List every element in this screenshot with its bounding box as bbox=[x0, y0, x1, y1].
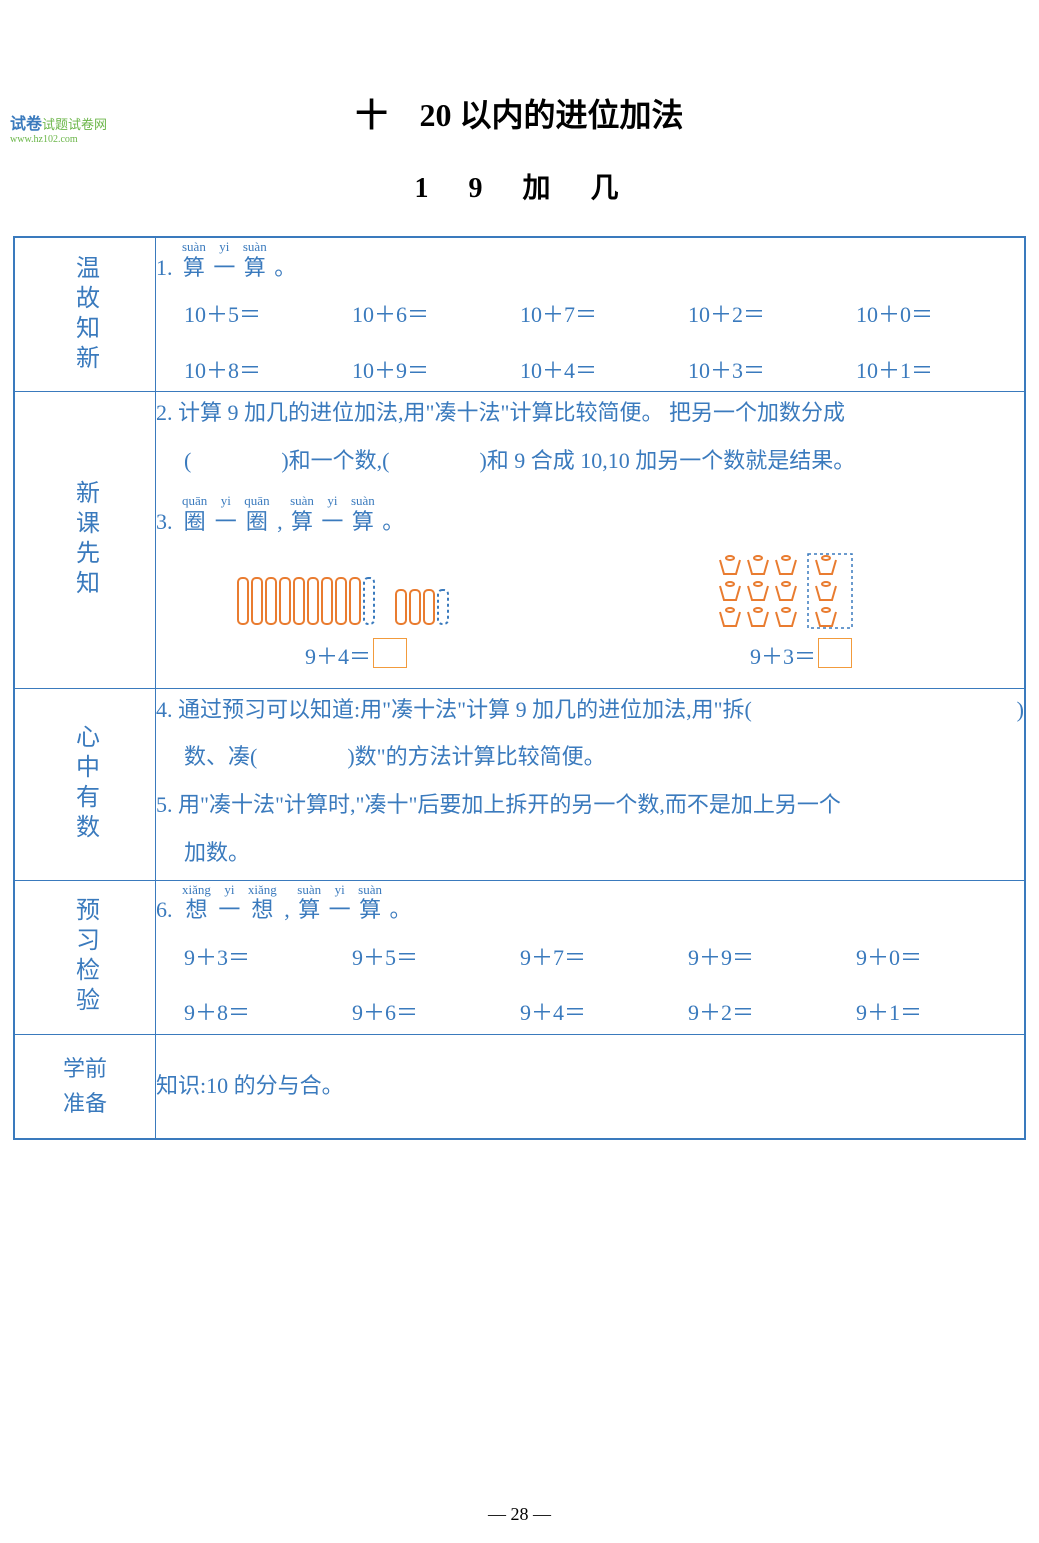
equation: 9＋2＝ bbox=[688, 992, 856, 1034]
pinyin-block: yi一 bbox=[218, 883, 240, 922]
worksheet-table: 温故知新 1. suàn算 yi一 suàn算 。 10＋5＝ 10＋6＝ 10… bbox=[13, 236, 1026, 1140]
logo-url: www.hz102.com bbox=[10, 134, 107, 145]
pinyin-block: yi一 bbox=[321, 494, 343, 533]
section-row-2: 新课先知 2. 计算 9 加几的进位加法,用"凑十法"计算比较简便。 把另一个加… bbox=[14, 392, 1025, 688]
eq-row-4-2: 9＋8＝ 9＋6＝ 9＋4＝ 9＋2＝ 9＋1＝ bbox=[184, 992, 1024, 1034]
eq-right: 9＋3＝ bbox=[716, 636, 886, 678]
section-content-2: 2. 计算 9 加几的进位加法,用"凑十法"计算比较简便。 把另一个加数分成 (… bbox=[156, 392, 1026, 688]
diagram-row: 9＋4＝ bbox=[236, 552, 1024, 678]
section-row-1: 温故知新 1. suàn算 yi一 suàn算 。 10＋5＝ 10＋6＝ 10… bbox=[14, 237, 1025, 392]
equation: 9＋6＝ bbox=[352, 992, 520, 1034]
q1-num: 1. bbox=[156, 256, 173, 280]
section-row-4: 预习检验 6. xiǎng想 yi一 xiǎng想 , suàn算 yi一 su… bbox=[14, 880, 1025, 1034]
q3-tail: 。 bbox=[382, 510, 404, 534]
section-label-2: 新课先知 bbox=[14, 392, 156, 688]
pinyin-block: suàn算 bbox=[290, 494, 314, 533]
q6-tail: 。 bbox=[390, 898, 412, 922]
q2-part-c: )和 9 合成 10,10 加另一个数就是结果。 bbox=[479, 448, 855, 473]
equation: 10＋4＝ bbox=[520, 350, 688, 392]
equation: 10＋2＝ bbox=[688, 294, 856, 336]
equation: 9＋7＝ bbox=[520, 937, 688, 979]
section-content-4: 6. xiǎng想 yi一 xiǎng想 , suàn算 yi一 suàn算 。… bbox=[156, 880, 1026, 1034]
q2-line2: ( )和一个数,( )和 9 合成 10,10 加另一个数就是结果。 bbox=[184, 440, 1024, 482]
q6-num: 6. bbox=[156, 898, 173, 922]
equation: 10＋1＝ bbox=[856, 350, 1024, 392]
q5-line1: 5. 用"凑十法"计算时,"凑十"后要加上拆开的另一个数,而不是加上另一个 bbox=[156, 784, 1024, 826]
pinyin-block: suàn算 bbox=[297, 883, 321, 922]
equation: 10＋6＝ bbox=[352, 294, 520, 336]
pinyin-block: suàn算 bbox=[351, 494, 375, 533]
diagram-right: 9＋3＝ bbox=[716, 552, 886, 678]
pinyin-block: , bbox=[284, 897, 290, 922]
pinyin-block: xiǎng想 bbox=[182, 883, 211, 922]
answer-box bbox=[818, 638, 852, 668]
section-label-4: 预习检验 bbox=[14, 880, 156, 1034]
equation: 10＋3＝ bbox=[688, 350, 856, 392]
pinyin-block: suàn算 bbox=[243, 240, 267, 279]
pinyin-block: yi一 bbox=[329, 883, 351, 922]
q2-part-b: )和一个数,( bbox=[281, 448, 389, 473]
equation: 9＋1＝ bbox=[856, 992, 1024, 1034]
section-row-3: 心中有数 4. 通过预习可以知道:用"凑十法"计算 9 加几的进位加法,用"拆(… bbox=[14, 688, 1025, 880]
eq-row-4-1: 9＋3＝ 9＋5＝ 9＋7＝ 9＋9＝ 9＋0＝ bbox=[184, 937, 1024, 979]
diagram-left: 9＋4＝ bbox=[236, 572, 476, 678]
q2-line1: 2. 计算 9 加几的进位加法,用"凑十法"计算比较简便。 把另一个加数分成 bbox=[156, 392, 1024, 434]
logo-prefix: 试卷 bbox=[10, 116, 42, 133]
pinyin-block: quān圈 bbox=[182, 494, 207, 533]
q2-part-a: ( bbox=[184, 448, 191, 473]
equation: 9＋8＝ bbox=[184, 992, 352, 1034]
q3-title: 3. quān圈 yi一 quān圈 , suàn算 yi一 suàn算 。 bbox=[156, 492, 1024, 534]
q1-tail: 。 bbox=[274, 256, 296, 280]
page-title: 十 20 以内的进位加法 bbox=[0, 90, 1039, 136]
pinyin-block: xiǎng想 bbox=[248, 883, 277, 922]
logo: 试卷试题试卷网 www.hz102.com bbox=[10, 110, 107, 145]
q1-title: 1. suàn算 yi一 suàn算 。 bbox=[156, 238, 1024, 280]
section-content-3: 4. 通过预习可以知道:用"凑十法"计算 9 加几的进位加法,用"拆( ) 数、… bbox=[156, 688, 1026, 880]
equation: 9＋3＝ bbox=[184, 937, 352, 979]
q5-line2: 加数。 bbox=[184, 832, 1024, 874]
eq-left: 9＋4＝ bbox=[236, 636, 476, 678]
equation: 10＋8＝ bbox=[184, 350, 352, 392]
equation: 9＋9＝ bbox=[688, 937, 856, 979]
s5-text: 知识:10 的分与合。 bbox=[156, 1065, 1024, 1107]
equation: 10＋0＝ bbox=[856, 294, 1024, 336]
section-row-5: 学前 准备 知识:10 的分与合。 bbox=[14, 1035, 1025, 1139]
bars-left-icon bbox=[236, 572, 476, 630]
pinyin-block: suàn算 bbox=[182, 240, 206, 279]
section-content-1: 1. suàn算 yi一 suàn算 。 10＋5＝ 10＋6＝ 10＋7＝ 1… bbox=[156, 237, 1026, 392]
q3-num: 3. bbox=[156, 510, 173, 534]
section-content-5: 知识:10 的分与合。 bbox=[156, 1035, 1026, 1139]
equation: 9＋4＝ bbox=[520, 992, 688, 1034]
pinyin-block: quān圈 bbox=[244, 494, 269, 533]
pinyin-block: yi一 bbox=[215, 494, 237, 533]
q4-line1: 4. 通过预习可以知道:用"凑十法"计算 9 加几的进位加法,用"拆( ) bbox=[156, 689, 1024, 731]
section-label-5: 学前 准备 bbox=[14, 1035, 156, 1139]
equation: 9＋5＝ bbox=[352, 937, 520, 979]
page-subtitle: 1 9 加 几 bbox=[0, 166, 1039, 206]
q4-line2: 数、凑()数"的方法计算比较简便。 bbox=[184, 736, 1024, 778]
section-label-1: 温故知新 bbox=[14, 237, 156, 392]
cups-right-icon bbox=[716, 552, 886, 630]
eq-row-1-2: 10＋8＝ 10＋9＝ 10＋4＝ 10＋3＝ 10＋1＝ bbox=[184, 350, 1024, 392]
equation: 9＋0＝ bbox=[856, 937, 1024, 979]
equation: 10＋9＝ bbox=[352, 350, 520, 392]
section-label-3: 心中有数 bbox=[14, 688, 156, 880]
logo-text: 试题试卷网 bbox=[42, 117, 107, 132]
q6-title: 6. xiǎng想 yi一 xiǎng想 , suàn算 yi一 suàn算 。 bbox=[156, 881, 1024, 923]
equation: 10＋7＝ bbox=[520, 294, 688, 336]
answer-box bbox=[373, 638, 407, 668]
pinyin-block: yi一 bbox=[213, 240, 235, 279]
pinyin-block: , bbox=[277, 509, 283, 534]
equation: 10＋5＝ bbox=[184, 294, 352, 336]
eq-row-1-1: 10＋5＝ 10＋6＝ 10＋7＝ 10＋2＝ 10＋0＝ bbox=[184, 294, 1024, 336]
pinyin-block: suàn算 bbox=[358, 883, 382, 922]
page-number: — 28 — bbox=[0, 1504, 1039, 1525]
